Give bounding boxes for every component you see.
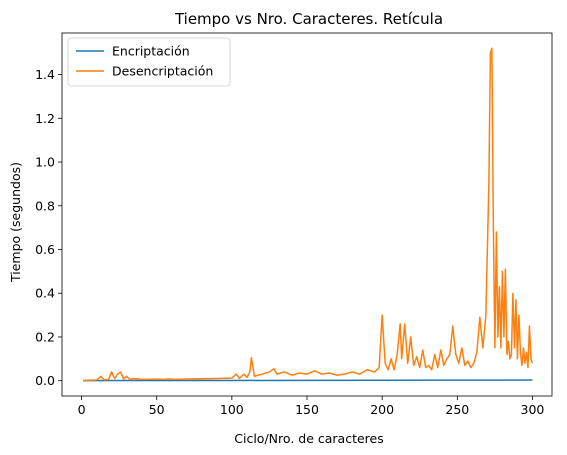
x-tick-label: 0 <box>78 402 86 417</box>
x-tick-label: 150 <box>295 402 319 417</box>
legend-label-2: Desencriptación <box>112 64 213 79</box>
y-tick-label: 0.8 <box>35 198 55 213</box>
legend: Encriptación Desencriptación <box>67 37 231 87</box>
y-tick-label: 0.6 <box>35 242 55 257</box>
legend-box <box>67 37 231 87</box>
x-tick-label: 250 <box>445 402 469 417</box>
x-tick-label: 50 <box>149 402 165 417</box>
y-tick-label: 0.4 <box>35 286 55 301</box>
legend-label-1: Encriptación <box>112 44 190 59</box>
y-axis-label: Tiempo (segundos) <box>8 162 23 283</box>
x-tick-label: 100 <box>220 402 244 417</box>
y-tick-label: 1.0 <box>35 155 55 170</box>
x-axis-label: Ciclo/Nro. de caracteres <box>234 431 383 446</box>
plot-area: 0 50 100 150 200 250 300 0.0 0.2 0.4 0.6 0.8 1.0 1.2 1… <box>35 32 553 417</box>
y-tick-label: 1.4 <box>35 67 55 82</box>
series-line-2 <box>83 47 534 382</box>
x-tick-label: 300 <box>521 402 545 417</box>
y-tick-label: 1.2 <box>35 111 55 126</box>
chart-title: Tiempo vs Nro. Caracteres. Retícula <box>174 10 443 28</box>
x-tick-label: 200 <box>370 402 394 417</box>
y-tick-label: 0.0 <box>35 373 55 388</box>
y-tick-label: 0.2 <box>35 329 55 344</box>
series-line-1 <box>83 379 533 382</box>
